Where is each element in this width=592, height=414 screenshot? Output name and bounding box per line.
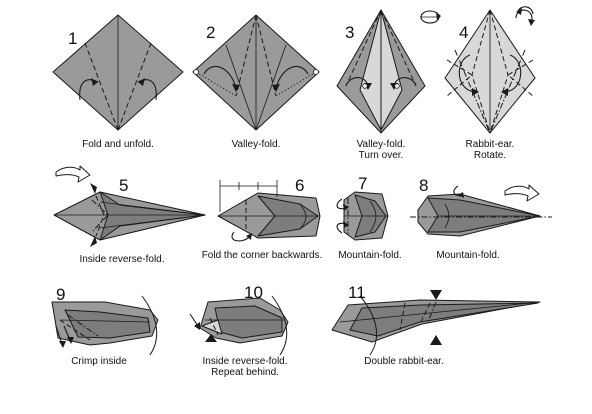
fold-arrow-icon xyxy=(55,165,91,183)
fold-arrow-icon xyxy=(203,65,237,89)
valley-line-left xyxy=(235,14,257,97)
step-7: 7 Mountain-fold. xyxy=(336,174,402,261)
step-8: 8 Mountain-fold. xyxy=(410,176,552,261)
step-number: 2 xyxy=(206,23,215,42)
step-caption: Crimp inside xyxy=(71,356,127,367)
step-number: 5 xyxy=(119,176,128,195)
step-caption: Turn over. xyxy=(359,150,404,161)
step-1: 1 Fold and unfold. xyxy=(52,14,184,150)
push-arrow-icon xyxy=(90,236,97,247)
step-9: 9 Crimp inside xyxy=(51,285,159,367)
fold-arrow-icon xyxy=(504,184,540,202)
step-number: 9 xyxy=(56,285,65,304)
step-number: 8 xyxy=(419,176,428,195)
step-caption: Mountain-fold. xyxy=(436,250,499,261)
turn-over-icon xyxy=(420,10,441,24)
step-number: 4 xyxy=(459,23,468,42)
step-5: 5 Inside reverse-fold. xyxy=(53,165,206,265)
fold-arrow-icon xyxy=(275,65,309,89)
step-2: 2 Valley-fold. xyxy=(192,14,320,150)
step-caption: Fold the corner backwards. xyxy=(202,250,323,261)
step-4: 4 Rabbit-ear. Rotate. xyxy=(444,6,536,161)
step-caption: Valley-fold. xyxy=(357,139,406,150)
push-arrow-icon xyxy=(205,334,217,342)
push-arrow-icon xyxy=(430,335,442,345)
valley-line-right xyxy=(255,14,277,97)
step-11: 11 Double rabbit-ear. xyxy=(331,283,541,367)
step-caption: Inside reverse-fold. xyxy=(202,356,287,367)
step-number: 1 xyxy=(68,29,77,48)
fold-arrow-icon xyxy=(458,54,476,93)
fold-arrow-icon xyxy=(189,313,199,327)
step-caption: Rabbit-ear. xyxy=(466,139,515,150)
step-number: 3 xyxy=(345,23,354,42)
push-arrow-icon xyxy=(90,183,97,194)
step-6: 6 Fold the corner backwards. xyxy=(202,176,323,261)
step-number: 11 xyxy=(348,283,366,302)
step-3: 3 Valley-fold. Turn over. xyxy=(336,9,441,161)
step-caption: Repeat behind. xyxy=(211,367,279,378)
step-10: 10 Inside reverse-fold. Repeat behind. xyxy=(189,283,289,378)
step-number: 7 xyxy=(358,174,367,193)
step-number: 10 xyxy=(244,283,263,302)
step-number: 6 xyxy=(295,176,304,195)
step-caption: Double rabbit-ear. xyxy=(364,356,444,367)
step-caption: Fold and unfold. xyxy=(82,139,154,150)
step-caption: Rotate. xyxy=(474,150,506,161)
step-caption: Inside reverse-fold. xyxy=(79,254,164,265)
valley-line-right xyxy=(380,9,417,87)
rotate-icon xyxy=(515,6,535,26)
valley-line-left xyxy=(345,9,382,87)
push-arrow-icon xyxy=(430,290,442,300)
step-caption: Mountain-fold. xyxy=(338,250,401,261)
fold-arrow-icon xyxy=(504,54,522,93)
step-caption: Valley-fold. xyxy=(232,139,281,150)
